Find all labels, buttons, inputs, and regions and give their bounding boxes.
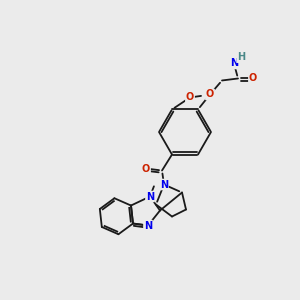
Text: O: O: [206, 89, 214, 100]
Text: N: N: [144, 220, 152, 230]
Text: H: H: [237, 52, 245, 62]
Text: O: O: [186, 92, 194, 103]
Text: N: N: [146, 191, 154, 202]
Text: N: N: [230, 58, 238, 68]
Text: O: O: [249, 74, 257, 83]
Text: O: O: [142, 164, 150, 173]
Text: N: N: [160, 179, 168, 190]
